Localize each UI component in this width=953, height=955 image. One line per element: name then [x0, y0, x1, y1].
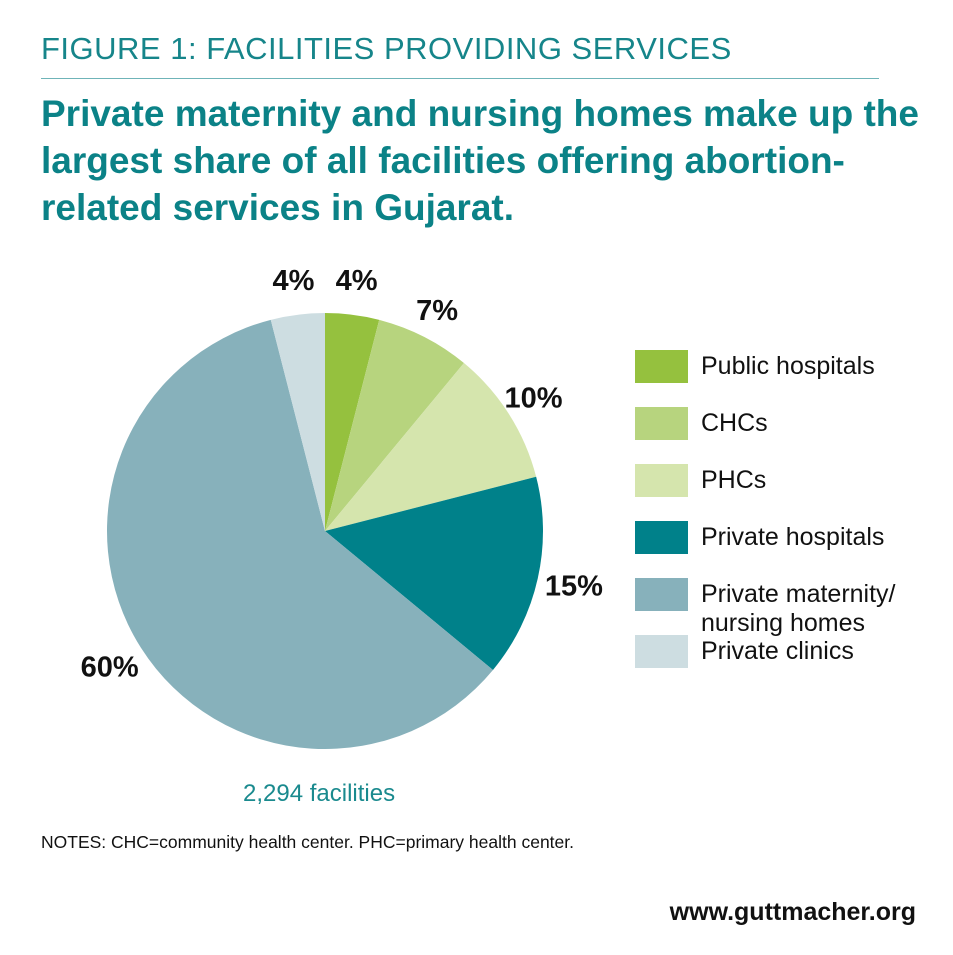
chart-headline: Private maternity and nursing homes make…	[41, 93, 919, 228]
notes: NOTES: CHC=community health center. PHC=…	[41, 832, 574, 852]
pie-slice-chcs	[325, 319, 464, 531]
legend-swatch	[635, 635, 688, 668]
legend-swatch	[635, 578, 688, 611]
pie-value-label: 7%	[416, 295, 458, 327]
pie-value-label: 4%	[272, 265, 314, 297]
pie-value-label: 4%	[336, 265, 378, 297]
pie-slices	[107, 313, 543, 749]
pie-value-label: 10%	[505, 383, 563, 415]
legend-label: Public hospitals	[701, 352, 875, 380]
legend-swatch	[635, 407, 688, 440]
figure-label: FIGURE 1: FACILITIES PROVIDING SERVICES	[41, 31, 732, 66]
total-facilities-label: 2,294 facilities	[243, 780, 396, 807]
pie-slice-private-maternity-nursing-homes	[107, 319, 493, 749]
legend-label: Private maternity/ nursing homes	[701, 580, 896, 637]
legend-swatch	[635, 464, 688, 497]
legend-label: CHCs	[701, 409, 768, 437]
source-url: www.guttmacher.org	[669, 898, 916, 926]
legend-label: PHCs	[701, 466, 767, 494]
legend-swatch	[635, 521, 688, 554]
pie-slice-public-hospitals	[325, 313, 380, 531]
pie-slice-private-hospitals	[325, 476, 543, 670]
legend-swatch	[635, 350, 688, 383]
title-divider	[41, 78, 879, 79]
pie-value-label: 15%	[545, 571, 603, 603]
pie-slice-private-clinics	[270, 313, 325, 531]
pie-slice-phcs	[325, 363, 537, 531]
legend-label: Private clinics	[701, 637, 854, 665]
legend-label: Private hospitals	[701, 523, 885, 551]
pie-value-labels: 4% 7% 10% 15% 60% 4%	[81, 265, 603, 684]
pie-value-label: 60%	[81, 652, 139, 684]
